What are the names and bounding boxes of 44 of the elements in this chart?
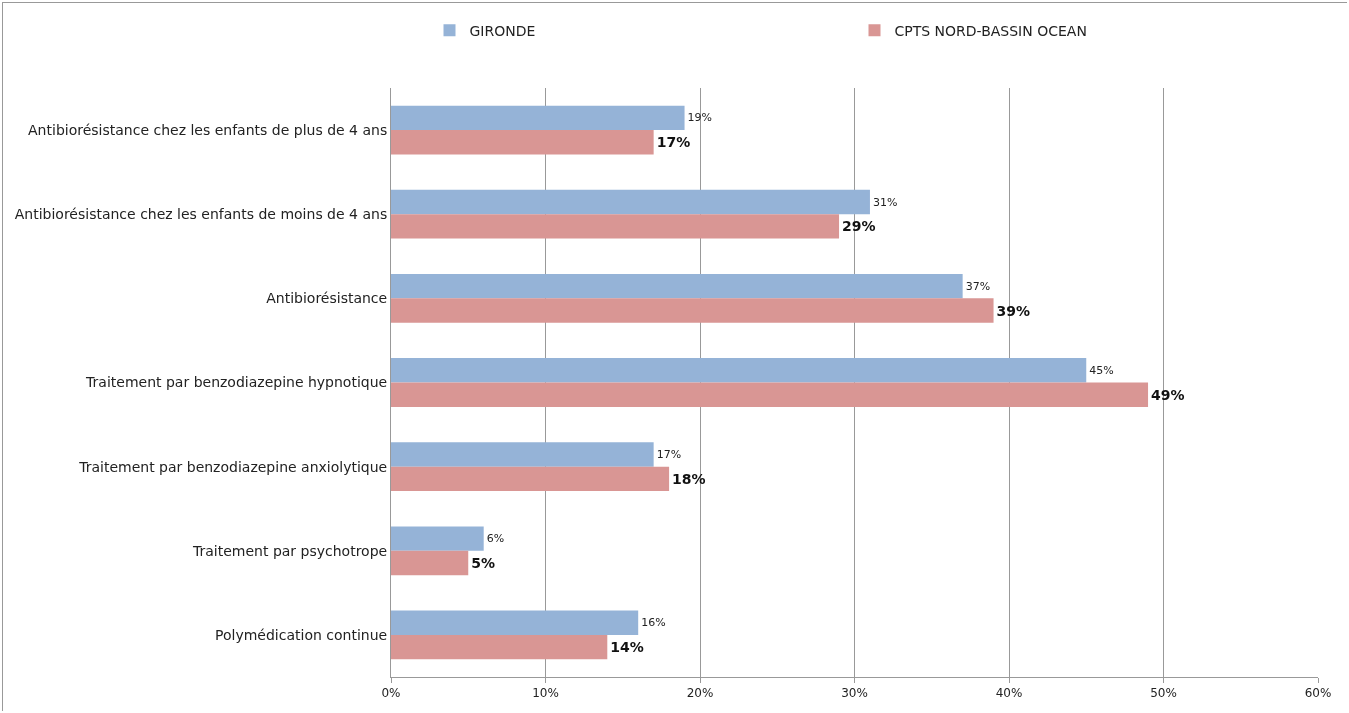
data-label: 17% [656, 447, 682, 461]
y-tick-label: Traitement par psychotrope [192, 542, 388, 559]
y-tick-label: Antibiorésistance [266, 290, 388, 307]
y-tick-label: Antibiorésistance chez les enfants de moins de 4 ans [14, 206, 388, 223]
data-label: 45% [1089, 363, 1114, 377]
bar [391, 526, 484, 551]
y-tick-label: Polymédication continue [215, 626, 388, 643]
data-label: 17% [656, 134, 691, 151]
x-tick-label: 40% [995, 686, 1023, 701]
data-label: 14% [610, 639, 644, 656]
y-tick-label: Traitement par benzodiazepine anxiolytique [78, 458, 388, 475]
legend-label: GIRONDE [469, 22, 536, 39]
bar [391, 130, 654, 155]
bar [391, 298, 994, 323]
data-label: 18% [672, 470, 706, 487]
bar [391, 382, 1149, 407]
legend-label: CPTS NORD-BASSIN OCEAN [894, 22, 1087, 39]
bar [391, 442, 654, 467]
x-tick-label: 50% [1150, 686, 1177, 701]
bar [391, 634, 608, 660]
data-label: 49% [1151, 386, 1185, 403]
x-tick-label: 20% [686, 686, 714, 701]
bar [391, 550, 469, 576]
data-label: 19% [687, 111, 712, 125]
bar [391, 358, 1087, 383]
data-label: 37% [965, 279, 991, 293]
data-label: 31% [872, 195, 898, 209]
bar [391, 610, 639, 635]
data-label: 39% [996, 302, 1031, 319]
x-tick-label: 0% [381, 686, 401, 701]
y-tick-label: Traitement par benzodiazepine hypnotique [85, 374, 388, 391]
data-label: 5% [471, 554, 496, 571]
x-tick-label: 30% [841, 686, 868, 701]
x-tick-label: 60% [1304, 686, 1332, 701]
data-label: 29% [842, 218, 876, 235]
data-label: 6% [486, 532, 505, 546]
bar [391, 466, 670, 492]
data-label: 16% [641, 616, 666, 630]
bar [391, 273, 963, 299]
bar [391, 214, 840, 239]
x-tick-label: 10% [532, 686, 559, 701]
bar [391, 189, 870, 215]
y-tick-label: Antibiorésistance chez les enfants de plus de 4 ans [28, 121, 388, 138]
bar [391, 105, 685, 131]
